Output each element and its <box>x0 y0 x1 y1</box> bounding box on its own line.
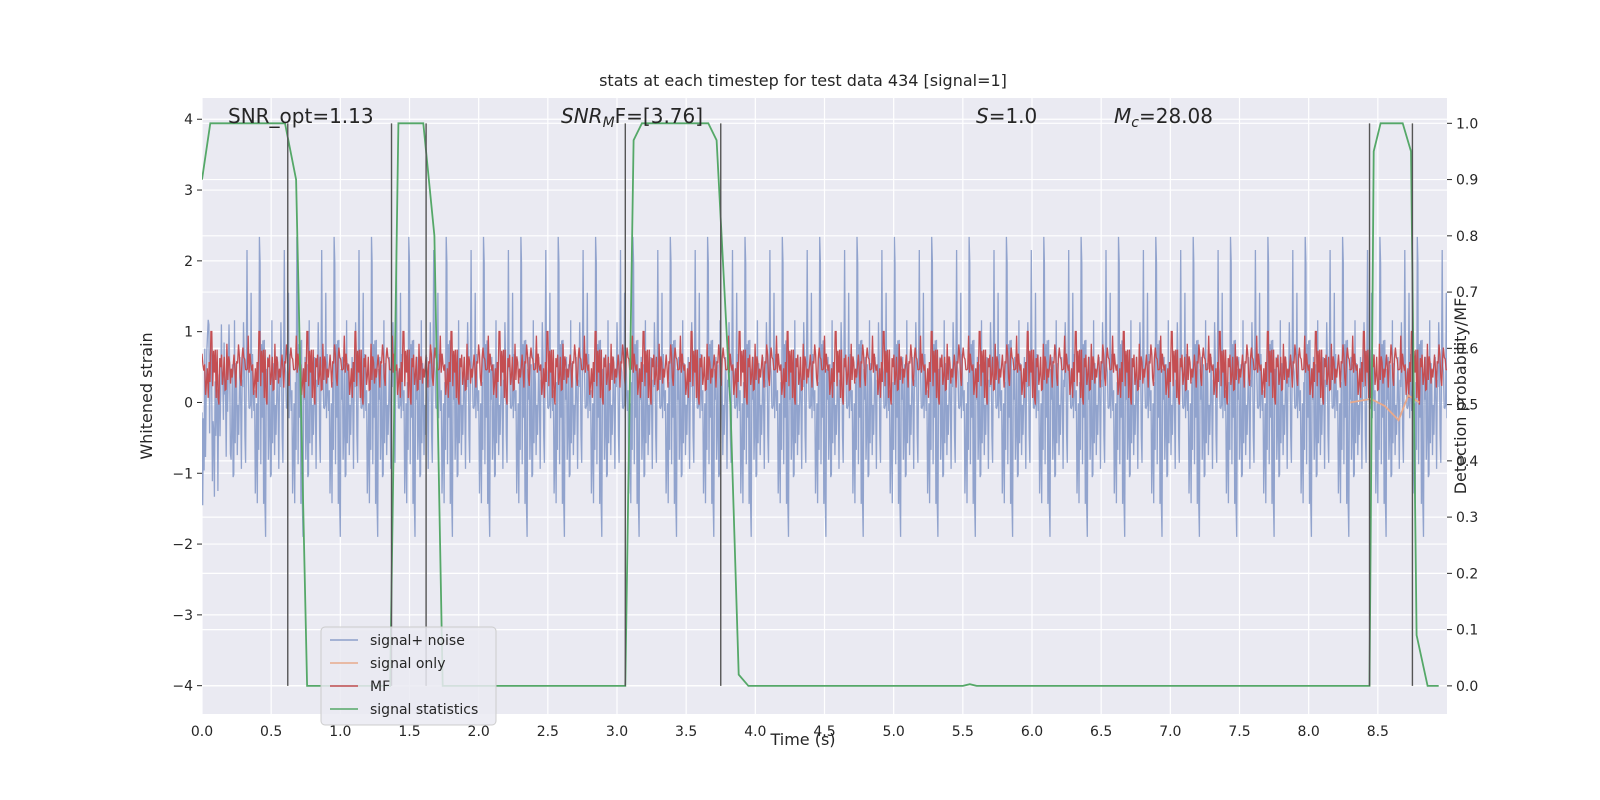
x-tick-label: 7.0 <box>1159 724 1181 740</box>
annotation-snr-mf-rest: F=[3.76] <box>615 104 703 128</box>
x-tick-label: 0.0 <box>191 724 213 740</box>
vertical-markers <box>287 123 1414 686</box>
annotation-s: S=1.0 <box>976 104 1037 128</box>
y-left-tick-label: 1 <box>184 325 193 341</box>
y-right-tick-label: 0.1 <box>1456 623 1478 639</box>
y-left-tick-label: −1 <box>172 466 193 482</box>
annotation-mc-value: =28.08 <box>1139 104 1213 128</box>
x-tick-label: 1.5 <box>398 724 420 740</box>
y-right-tick-label: 1.0 <box>1456 116 1478 132</box>
y-right-ticks: 1.0 0.9 0.8 0.7 0.6 0.5 0.4 0.3 0.2 0.1 0.0 <box>1447 116 1478 695</box>
x-tick-label: 2.0 <box>468 724 490 740</box>
x-tick-label: 4.5 <box>813 724 835 740</box>
annotation-mc: Mc=28.08 <box>1114 104 1213 131</box>
annotation-snr-mf-sub: M <box>603 115 615 131</box>
y-axis-left-label: Whitened strain <box>137 332 156 459</box>
y-right-tick-label: 0.5 <box>1456 398 1478 414</box>
x-tick-label: 3.0 <box>606 724 628 740</box>
annotation-snr-mf: SNRMF=[3.76] <box>561 104 703 131</box>
y-left-tick-label: −3 <box>172 608 193 624</box>
y-right-tick-label: 0.3 <box>1456 510 1478 526</box>
y-left-tick-label: 3 <box>184 183 193 199</box>
annotation-mc-sub: c <box>1131 115 1139 131</box>
y-right-tick-label: 0.4 <box>1456 454 1478 470</box>
y-left-ticks: 4 3 2 1 0 −1 −2 −3 −4 <box>172 112 202 695</box>
x-tick-label: 5.0 <box>883 724 905 740</box>
y-right-tick-label: 0.8 <box>1456 229 1478 245</box>
y-left-tick-label: 2 <box>184 254 193 270</box>
legend-label-signal-noise: signal+ noise <box>370 633 465 649</box>
y-left-tick-label: −4 <box>172 679 193 695</box>
y-left-tick-label: 0 <box>184 395 193 411</box>
x-tick-label: 4.0 <box>744 724 766 740</box>
legend: signal+ noise signal only MF signal stat… <box>320 626 497 726</box>
x-tick-label: 0.5 <box>260 724 282 740</box>
x-tick-label: 8.0 <box>1298 724 1320 740</box>
x-tick-label: 6.0 <box>1021 724 1043 740</box>
x-tick-label: 1.0 <box>329 724 351 740</box>
x-tick-label: 3.5 <box>675 724 697 740</box>
legend-label-mf: MF <box>370 679 390 695</box>
x-tick-label: 8.5 <box>1367 724 1389 740</box>
x-tick-label: 6.5 <box>1090 724 1112 740</box>
chart-title: stats at each timestep for test data 434… <box>599 71 1007 90</box>
series-signal-only <box>1350 394 1420 422</box>
y-right-tick-label: 0.0 <box>1456 679 1478 695</box>
y-left-tick-label: 4 <box>184 112 193 128</box>
series-mf <box>202 330 1447 405</box>
annotation-snr-mf-base: SNR <box>561 104 603 128</box>
y-right-tick-label: 0.9 <box>1456 173 1478 189</box>
x-axis-label: Time (s) <box>769 730 835 749</box>
x-tick-label: 2.5 <box>537 724 559 740</box>
x-ticks: 0.0 0.5 1.0 1.5 2.0 2.5 3.0 3.5 4.0 4.5 5.0 5.5 6.0 6… <box>191 724 1389 740</box>
x-tick-label: 7.5 <box>1228 724 1250 740</box>
y-right-tick-label: 0.7 <box>1456 285 1478 301</box>
legend-label-signal-only: signal only <box>370 656 445 672</box>
legend-label-signal-statistics: signal statistics <box>370 702 478 718</box>
y-left-tick-label: −2 <box>172 537 193 553</box>
annotation-mc-base: M <box>1114 104 1131 128</box>
y-right-tick-label: 0.2 <box>1456 566 1478 582</box>
y-right-tick-label: 0.6 <box>1456 341 1478 357</box>
annotation-snr-opt: SNR_opt=1.13 <box>228 104 374 128</box>
legend-box <box>320 626 497 726</box>
x-tick-label: 5.5 <box>952 724 974 740</box>
annotation-s-label: S <box>976 104 989 128</box>
annotation-s-value: =1.0 <box>989 104 1038 128</box>
y-axis-right-label: Detection probability/MF <box>1451 298 1470 495</box>
